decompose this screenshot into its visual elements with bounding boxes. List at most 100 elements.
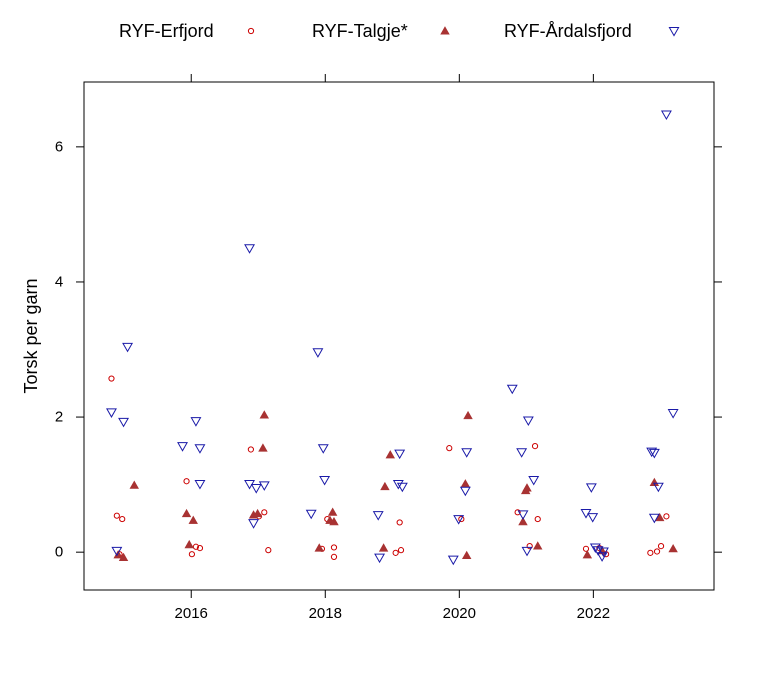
data-point xyxy=(660,110,672,121)
data-point xyxy=(453,515,465,525)
data-point xyxy=(312,348,324,358)
data-point xyxy=(190,417,202,427)
data-point xyxy=(597,547,609,558)
data-point xyxy=(459,486,471,497)
data-point xyxy=(517,510,529,520)
data-point xyxy=(463,410,473,420)
data-point xyxy=(653,548,661,555)
data-point xyxy=(396,482,408,493)
legend-marker xyxy=(247,27,255,35)
data-point xyxy=(447,555,459,566)
data-point xyxy=(534,515,541,523)
data-point xyxy=(394,449,406,460)
y-axis-label: Torsk per garn xyxy=(21,278,41,393)
data-point xyxy=(526,542,533,550)
data-point xyxy=(258,481,270,491)
x-tick-label: 2022 xyxy=(577,605,610,622)
data-point xyxy=(392,479,404,490)
data-point xyxy=(648,448,660,459)
legend-marker xyxy=(668,27,680,37)
data-point xyxy=(192,543,200,550)
y-tick-label: 6 xyxy=(55,138,63,155)
data-point xyxy=(385,450,396,459)
data-point xyxy=(392,549,399,556)
data-point xyxy=(129,480,139,489)
legend: RYF-Erfjord RYF-Talgje* RYF-Årdalsfjord xyxy=(119,21,680,41)
data-point xyxy=(108,375,115,382)
data-point xyxy=(250,484,262,494)
data-point xyxy=(305,509,317,520)
data-point xyxy=(259,410,270,419)
data-point xyxy=(531,443,539,450)
data-point xyxy=(258,443,268,452)
data-point xyxy=(374,553,386,564)
data-point xyxy=(118,552,129,562)
data-point xyxy=(663,513,670,520)
data-point xyxy=(181,508,192,518)
legend-entry: RYF-Talgje* xyxy=(312,21,450,41)
data-point xyxy=(396,519,403,526)
data-point xyxy=(649,477,660,487)
data-point xyxy=(516,448,528,458)
data-point xyxy=(265,547,272,554)
data-point xyxy=(585,483,597,493)
data-point xyxy=(314,543,324,552)
data-point xyxy=(188,515,198,524)
legend-label: RYF-Talgje* xyxy=(312,21,408,41)
data-point xyxy=(319,475,331,486)
legend-label: RYF-Årdalsfjord xyxy=(504,21,632,41)
legend-marker xyxy=(440,26,450,35)
data-point xyxy=(252,508,263,518)
legend-entry: RYF-Erfjord xyxy=(119,21,255,41)
y-tick-label: 0 xyxy=(55,544,63,561)
data-point xyxy=(194,479,206,490)
data-point xyxy=(518,516,528,526)
data-point xyxy=(397,547,405,554)
series-2 xyxy=(113,410,678,562)
data-point xyxy=(533,541,543,550)
data-point xyxy=(647,549,654,556)
data-point xyxy=(119,515,126,523)
data-point xyxy=(582,550,593,559)
data-point xyxy=(667,409,679,419)
data-point xyxy=(183,478,190,485)
data-point xyxy=(506,384,518,395)
data-point xyxy=(514,509,521,516)
legend-label: RYF-Erfjord xyxy=(119,21,214,41)
data-point xyxy=(461,550,472,559)
data-point xyxy=(582,545,590,552)
data-point xyxy=(113,512,120,519)
plot-area-frame xyxy=(83,81,715,591)
data-point xyxy=(657,542,665,550)
y-tick-label: 4 xyxy=(55,273,63,290)
data-point xyxy=(247,446,254,453)
data-point xyxy=(188,551,196,558)
x-tick-label: 2020 xyxy=(443,605,476,622)
data-point xyxy=(196,545,204,552)
data-point xyxy=(589,543,601,554)
data-points xyxy=(106,110,679,566)
data-point xyxy=(329,516,339,526)
legend-entry: RYF-Årdalsfjord xyxy=(504,21,680,41)
data-point xyxy=(648,513,660,524)
data-point xyxy=(244,244,256,254)
axes: 2016 2018 2020 2022 0 2 4 6 xyxy=(55,74,722,622)
y-tick-label: 2 xyxy=(55,409,63,426)
data-point xyxy=(122,342,134,353)
data-point xyxy=(106,408,117,418)
data-point xyxy=(458,515,465,523)
data-point xyxy=(461,448,473,458)
data-point xyxy=(261,509,268,516)
data-point xyxy=(330,544,338,551)
series-3 xyxy=(106,110,679,566)
data-point xyxy=(378,543,389,552)
x-tick-label: 2018 xyxy=(309,605,342,622)
data-point xyxy=(111,546,123,557)
data-point xyxy=(652,482,664,493)
data-point xyxy=(327,507,338,516)
data-point xyxy=(646,447,658,458)
data-point xyxy=(522,483,532,492)
data-point xyxy=(528,475,540,486)
